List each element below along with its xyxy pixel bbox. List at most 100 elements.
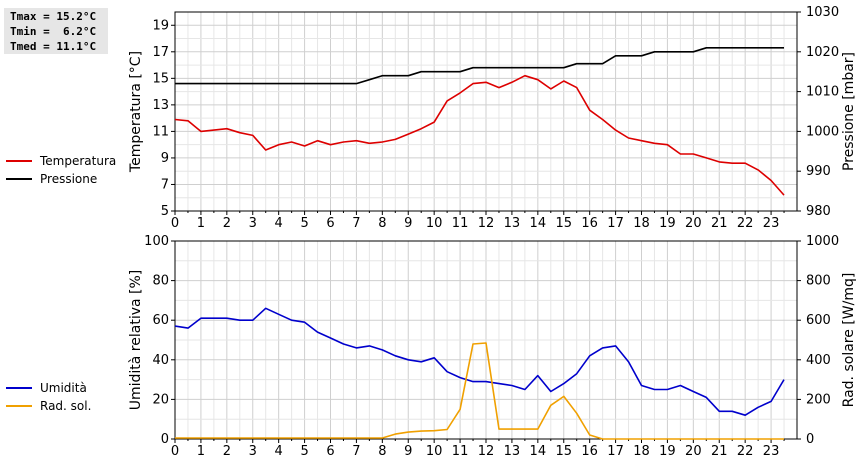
series-line-temperatura — [174, 74, 785, 196]
y-tick-label-left: 80 — [152, 274, 169, 289]
y-tick-label-right: 1000 — [806, 124, 839, 139]
y-tick-label-left: 0 — [161, 432, 169, 447]
x-tick-label: 8 — [378, 444, 386, 459]
x-tick-label: 1 — [197, 216, 205, 231]
stats-box: Tmax = 15.2°C Tmin = 6.2°C Tmed = 11.1°C — [4, 8, 108, 54]
x-tick-label: 9 — [404, 216, 412, 231]
x-tick-label: 3 — [249, 216, 257, 231]
legend-item: Rad. sol. — [6, 397, 91, 415]
x-tick-label: 21 — [711, 444, 728, 459]
x-tick-label: 4 — [275, 444, 283, 459]
y-tick-label-left: 60 — [152, 313, 169, 328]
x-tick-label: 12 — [478, 216, 495, 231]
x-tick-label: 2 — [223, 216, 231, 231]
x-tick-label: 14 — [530, 444, 547, 459]
x-tick-label: 8 — [378, 216, 386, 231]
y-tick-label-left: 11 — [152, 124, 169, 139]
y-tick-label-left: 15 — [152, 71, 169, 86]
x-tick-label: 17 — [607, 216, 624, 231]
y-tick-label-right: 1000 — [806, 234, 839, 249]
y-tick-label-left: 100 — [144, 234, 169, 249]
legend-item: Umidità — [6, 379, 91, 397]
legend-item: Temperatura — [6, 152, 116, 170]
x-tick-label: 5 — [300, 216, 308, 231]
x-tick-label: 16 — [581, 216, 598, 231]
legend-swatch-temperatura — [6, 160, 32, 162]
stat-tmax: Tmax = 15.2°C — [10, 10, 97, 23]
x-tick-label: 9 — [404, 444, 412, 459]
legend-label-temperatura: Temperatura — [40, 154, 117, 168]
legend-bottom: Umidità Rad. sol. — [6, 379, 91, 415]
y-tick-label-left: 5 — [161, 204, 169, 219]
x-tick-label: 14 — [530, 216, 547, 231]
legend-swatch-umidita — [6, 387, 32, 389]
x-tick-label: 11 — [452, 444, 469, 459]
y-axis-title-left: Temperatura [°C] — [128, 51, 144, 173]
x-tick-label: 23 — [763, 444, 780, 459]
x-tick-label: 21 — [711, 216, 728, 231]
series-line-radiazione — [175, 342, 784, 440]
y-tick-label-right: 980 — [806, 204, 831, 219]
y-axis-title-right: Pressione [mbar] — [841, 52, 857, 171]
y-axis-title-right: Rad. solare [W/mq] — [841, 273, 857, 408]
y-tick-label-right: 1010 — [806, 85, 839, 100]
legend-top: Temperatura Pressione — [6, 152, 116, 188]
x-tick-label: 0 — [171, 444, 179, 459]
x-tick-label: 22 — [737, 444, 754, 459]
legend-label-umidita: Umidità — [40, 381, 87, 395]
x-tick-label: 4 — [275, 216, 283, 231]
x-tick-label: 5 — [300, 444, 308, 459]
x-tick-label: 19 — [659, 216, 676, 231]
x-tick-label: 7 — [352, 216, 360, 231]
x-tick-label: 13 — [504, 216, 521, 231]
x-tick-label: 11 — [452, 216, 469, 231]
y-tick-label-right: 1020 — [806, 45, 839, 60]
y-axis-title-left: Umidità relativa [%] — [128, 270, 144, 411]
y-tick-label-right: 600 — [806, 313, 831, 328]
y-tick-label-right: 200 — [806, 392, 831, 407]
stat-tmin: Tmin = 6.2°C — [10, 25, 97, 38]
x-tick-label: 22 — [737, 216, 754, 231]
series-line-pressione — [175, 46, 784, 85]
x-tick-label: 20 — [685, 444, 702, 459]
x-tick-label: 23 — [763, 216, 780, 231]
x-tick-label: 18 — [633, 444, 650, 459]
y-tick-label-left: 40 — [152, 353, 169, 368]
y-tick-label-right: 990 — [806, 164, 831, 179]
x-tick-label: 6 — [326, 444, 334, 459]
series-line-umidita — [174, 307, 785, 417]
y-tick-label-left: 19 — [152, 18, 169, 33]
y-tick-label-right: 1030 — [806, 5, 839, 20]
y-tick-label-left: 9 — [161, 151, 169, 166]
x-tick-label: 17 — [607, 444, 624, 459]
legend-label-pressione: Pressione — [40, 172, 98, 186]
x-tick-label: 15 — [555, 444, 572, 459]
x-tick-label: 18 — [633, 216, 650, 231]
x-tick-label: 19 — [659, 444, 676, 459]
y-tick-label-right: 0 — [806, 432, 814, 447]
x-tick-label: 0 — [171, 216, 179, 231]
x-tick-label: 10 — [426, 444, 443, 459]
y-tick-label-left: 13 — [152, 98, 169, 113]
x-tick-label: 16 — [581, 444, 598, 459]
x-tick-label: 7 — [352, 444, 360, 459]
x-tick-label: 20 — [685, 216, 702, 231]
x-tick-label: 3 — [249, 444, 257, 459]
stat-tmed: Tmed = 11.1°C — [10, 40, 97, 53]
x-tick-label: 6 — [326, 216, 334, 231]
x-tick-label: 2 — [223, 444, 231, 459]
x-tick-label: 10 — [426, 216, 443, 231]
x-tick-label: 15 — [555, 216, 572, 231]
legend-swatch-radsol — [6, 405, 32, 407]
legend-label-radsol: Rad. sol. — [40, 399, 92, 413]
legend-swatch-pressione — [6, 178, 32, 180]
legend-item: Pressione — [6, 170, 116, 188]
y-tick-label-left: 17 — [152, 45, 169, 60]
x-tick-label: 1 — [197, 444, 205, 459]
x-tick-label: 12 — [478, 444, 495, 459]
y-tick-label-right: 800 — [806, 274, 831, 289]
x-tick-label: 13 — [504, 444, 521, 459]
y-tick-label-right: 400 — [806, 353, 831, 368]
y-tick-label-left: 7 — [161, 177, 169, 192]
